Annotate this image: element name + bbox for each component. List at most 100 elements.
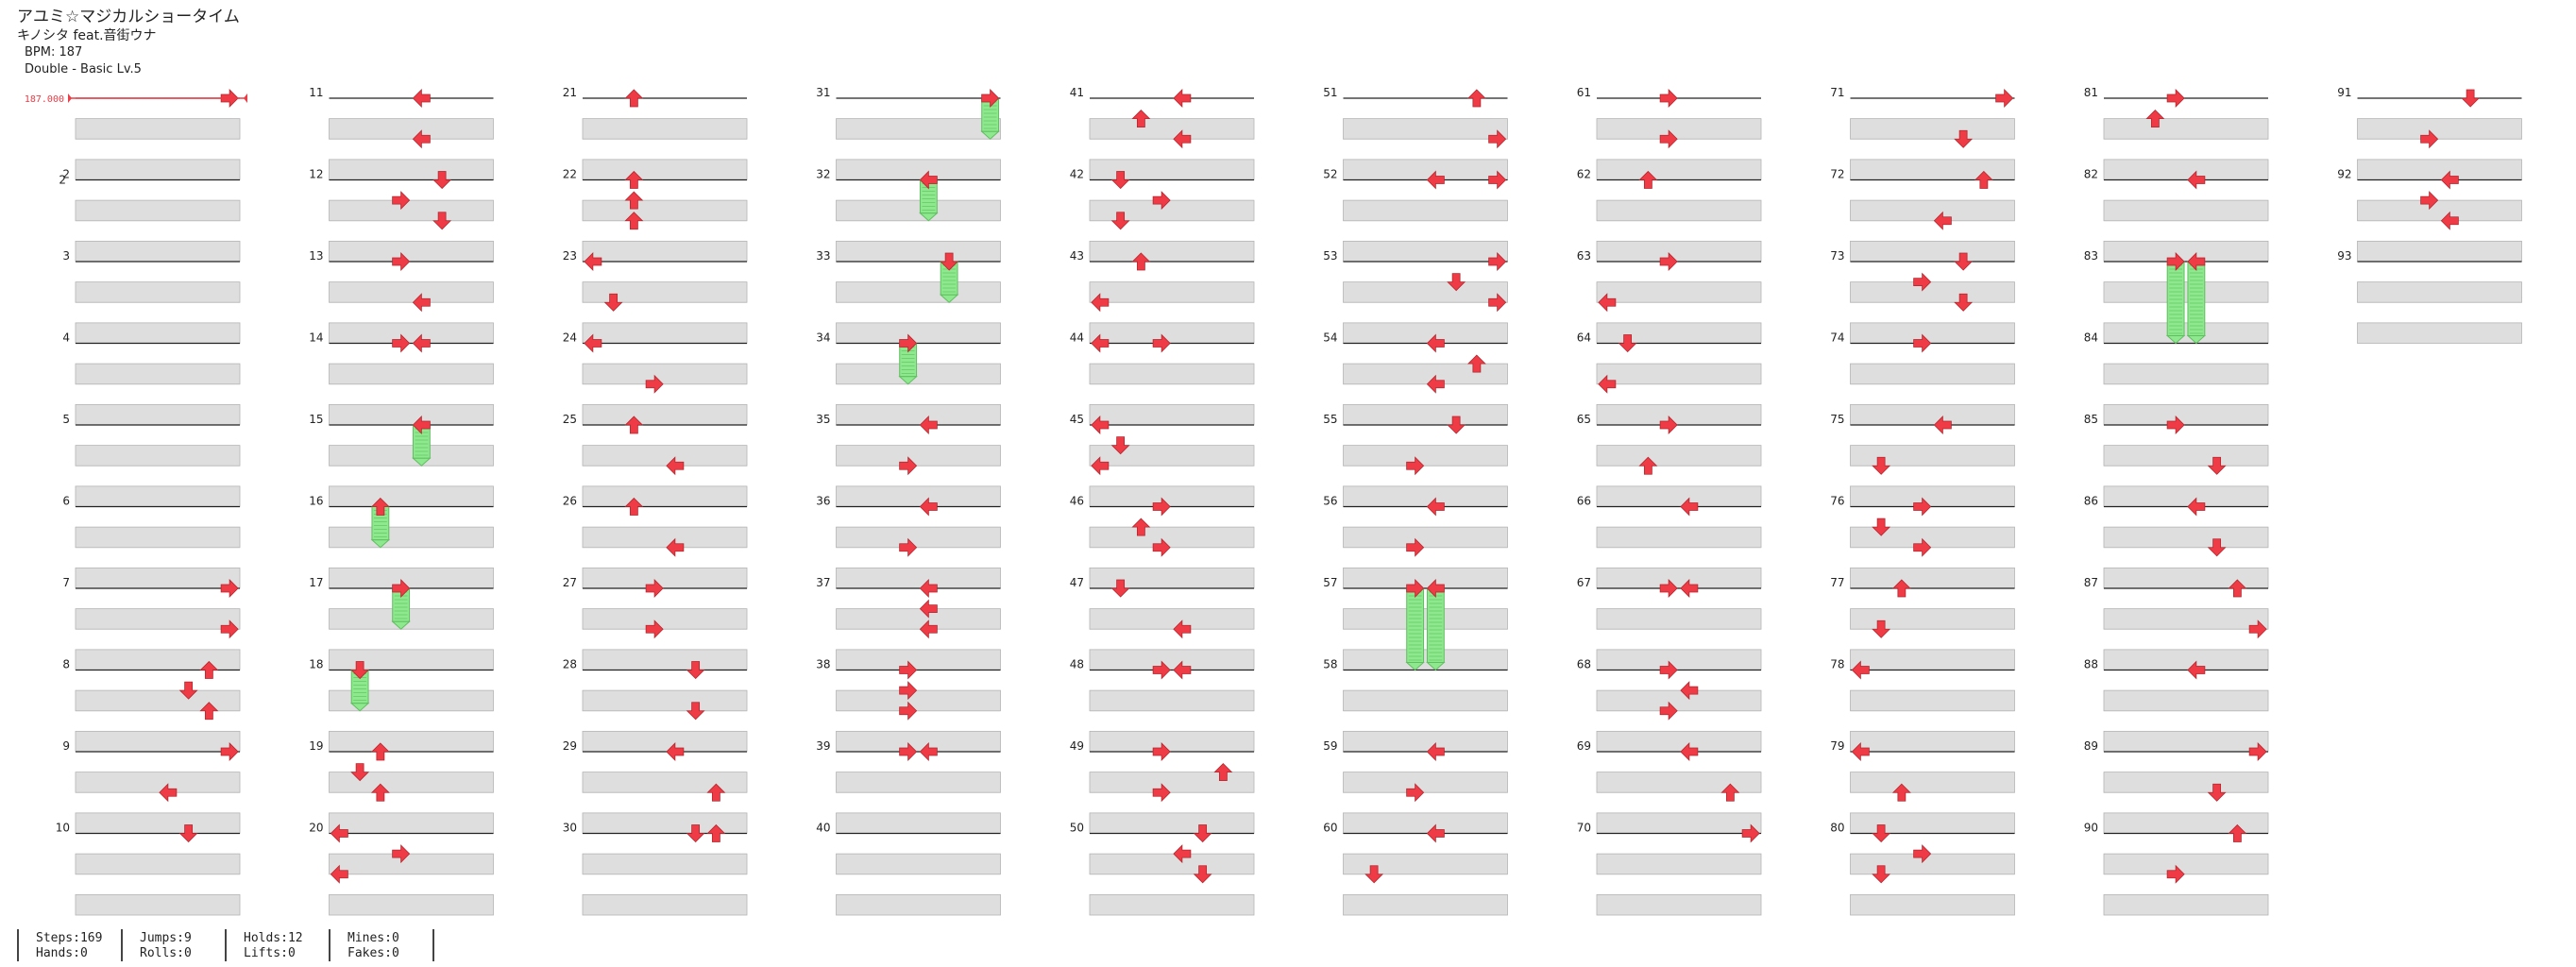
arrow-down-icon [432, 212, 452, 230]
arrow-up-icon [1131, 517, 1151, 536]
measure-band [2357, 199, 2522, 222]
measure-band [836, 322, 1001, 344]
measure-band [1850, 812, 2015, 834]
measure-number: 27 [563, 576, 577, 589]
arrow-right-icon [1152, 537, 1171, 557]
measure-band [1343, 893, 1508, 916]
measure-band [1850, 322, 2015, 344]
arrow-left-icon [2187, 252, 2206, 271]
song-header: アユミ☆マジカルショータイム キノシタ feat.音街ウナ BPM: 187 D… [17, 8, 240, 78]
measure-band [1850, 403, 2015, 426]
arrow-left-icon [2440, 211, 2459, 230]
arrow-down-icon [603, 293, 623, 312]
arrow-left-icon [412, 333, 431, 353]
measure-number: 59 [1323, 739, 1337, 753]
arrow-down-icon [350, 763, 370, 782]
arrow-down-icon [1364, 865, 1384, 884]
measure-number: 58 [1323, 658, 1337, 671]
measure-band [75, 485, 241, 507]
arrow-left-icon [2187, 497, 2206, 517]
measure-band [2357, 322, 2522, 344]
measure-band [2103, 240, 2269, 263]
measure-band [329, 772, 494, 793]
measure-number: 64 [1577, 331, 1591, 345]
measure-band [1089, 403, 1255, 426]
arrow-left-icon [666, 456, 685, 476]
measure-band [582, 240, 748, 263]
arrow-left-icon [584, 252, 602, 271]
stat-fakes: Fakes:0 [347, 946, 399, 960]
arrow-right-icon [220, 742, 239, 761]
hold-note [919, 179, 939, 222]
arrow-right-icon [1741, 823, 1760, 843]
measure-band [2103, 403, 2269, 426]
measure-number: 66 [1577, 495, 1591, 508]
measure-band [836, 199, 1001, 222]
arrow-right-icon [1913, 537, 1932, 557]
arrow-up-icon [2145, 110, 2165, 128]
measure-band [1850, 118, 2015, 140]
arrow-left-icon [412, 129, 431, 149]
measure-band [1089, 281, 1255, 303]
arrow-right-icon [645, 579, 664, 598]
arrow-up-icon [1720, 783, 1740, 802]
arrow-down-icon [1954, 129, 1974, 148]
arrow-right-icon [1406, 537, 1425, 557]
arrow-down-icon [1872, 517, 1891, 536]
arrow-up-icon [1131, 252, 1151, 271]
measure-number: 16 [309, 495, 323, 508]
arrow-left-icon [1426, 333, 1445, 353]
measure-band [1089, 649, 1255, 670]
measure-band [1596, 893, 1762, 916]
arrow-up-icon [1638, 456, 1658, 475]
arrow-left-icon [584, 333, 602, 353]
measure-band [1343, 118, 1508, 140]
arrow-right-icon [2420, 129, 2439, 149]
measure-number: 86 [2084, 495, 2098, 508]
arrow-left-icon [330, 823, 348, 843]
measure-band [1089, 689, 1255, 712]
arrow-right-icon [1152, 660, 1171, 680]
measure-band [582, 363, 748, 385]
measure-number: 33 [816, 249, 830, 263]
measure-band [75, 567, 241, 589]
measure-number: 40 [816, 822, 830, 835]
measure-band [1343, 567, 1508, 589]
measure-band [1850, 608, 2015, 630]
measure-band [1343, 772, 1508, 793]
measure-band [582, 445, 748, 467]
measure-number: 36 [816, 495, 830, 508]
arrow-down-icon [1110, 436, 1130, 455]
measure-band [1089, 445, 1255, 467]
measure-band [582, 853, 748, 875]
measure-band [1089, 322, 1255, 344]
measure-number: 34 [816, 331, 830, 345]
measure-band [2103, 608, 2269, 630]
measure-band [75, 689, 241, 712]
arrow-right-icon [392, 579, 411, 598]
measure-band [75, 159, 241, 180]
arrow-right-icon [1659, 416, 1678, 434]
measure-band [582, 403, 748, 426]
measure-band [329, 893, 494, 916]
arrow-right-icon [1659, 89, 1678, 108]
measure-band [1596, 608, 1762, 630]
measure-number: 37 [816, 576, 830, 589]
measure-band [1596, 772, 1762, 793]
arrow-left-icon [412, 416, 431, 434]
measure-number: 10 [56, 822, 70, 835]
measure-number: 71 [1830, 86, 1844, 99]
measure-band [582, 730, 748, 753]
arrow-left-icon [1851, 660, 1870, 680]
measure-band [2357, 281, 2522, 303]
measure-band [329, 118, 494, 140]
measure-band [1089, 526, 1255, 549]
arrow-down-icon [2207, 783, 2227, 802]
measure-band [1596, 199, 1762, 222]
measure-band [2103, 322, 2269, 344]
arrow-left-icon [919, 497, 938, 517]
measure-number: 24 [563, 331, 577, 345]
measure-band [1089, 118, 1255, 140]
arrow-left-icon [1173, 129, 1192, 149]
measure-band [836, 240, 1001, 263]
